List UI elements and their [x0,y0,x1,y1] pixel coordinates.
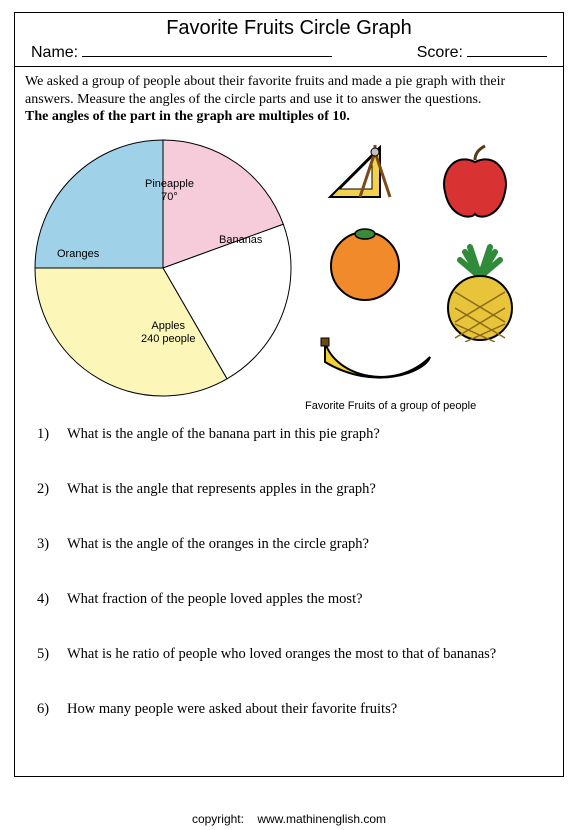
pineapple-icon [435,242,525,342]
question-item: 2)What is the angle that represents appl… [37,481,547,498]
pie-chart: Pineapple70° Bananas Apples240 people Orang… [33,138,293,398]
question-number: 6) [37,701,67,718]
question-text: What is the angle of the oranges in the … [67,536,369,553]
question-text: How many people were asked about their f… [67,701,397,718]
apple-icon [435,142,515,222]
intro-bold: The angles of the part in the graph are … [25,109,350,124]
question-item: 1)What is the angle of the banana part i… [37,426,547,443]
chart-caption: Favorite Fruits of a group of people [305,400,476,412]
slice-label: Bananas [219,234,262,247]
name-label: Name: [31,44,78,62]
copyright-site: www.mathinenglish.com [257,812,386,826]
score-label: Score: [417,44,463,62]
question-number: 4) [37,591,67,608]
name-blank[interactable] [82,56,332,57]
question-text: What is the angle that represents apples… [67,481,376,498]
question-text: What is the angle of the banana part in … [67,426,380,443]
question-number: 2) [37,481,67,498]
slice-label: Pineapple70° [145,178,194,204]
question-text: What is he ratio of people who loved ora… [67,646,496,663]
slice-label: Oranges [57,248,99,261]
page-title: Favorite Fruits Circle Graph [15,13,563,42]
question-item: 3)What is the angle of the oranges in th… [37,536,547,553]
question-item: 5)What is he ratio of people who loved o… [37,646,547,663]
copyright-label: copyright: [192,812,244,826]
pie-svg [33,138,293,398]
question-item: 4)What fraction of the people loved appl… [37,591,547,608]
question-number: 3) [37,536,67,553]
question-item: 6)How many people were asked about their… [37,701,547,718]
tools-icon [325,142,405,202]
copyright: copyright: www.mathinenglish.com [0,812,578,826]
intro-line2: answers. Measure the angles of the circl… [25,92,481,107]
question-number: 5) [37,646,67,663]
orange-icon [325,222,405,302]
score-blank[interactable] [467,56,547,57]
intro-text: We asked a group of people about their f… [15,67,563,132]
question-text: What fraction of the people loved apples… [67,591,363,608]
name-score-row: Name: Score: [15,42,563,67]
graphic-area: Pineapple70° Bananas Apples240 people Orang… [15,132,563,422]
intro-line1: We asked a group of people about their f… [25,74,505,89]
questions-list: 1)What is the angle of the banana part i… [15,422,563,718]
question-number: 1) [37,426,67,443]
slice-label: Apples240 people [141,320,195,346]
banana-icon [315,322,435,382]
worksheet-page: Favorite Fruits Circle Graph Name: Score… [14,12,564,777]
